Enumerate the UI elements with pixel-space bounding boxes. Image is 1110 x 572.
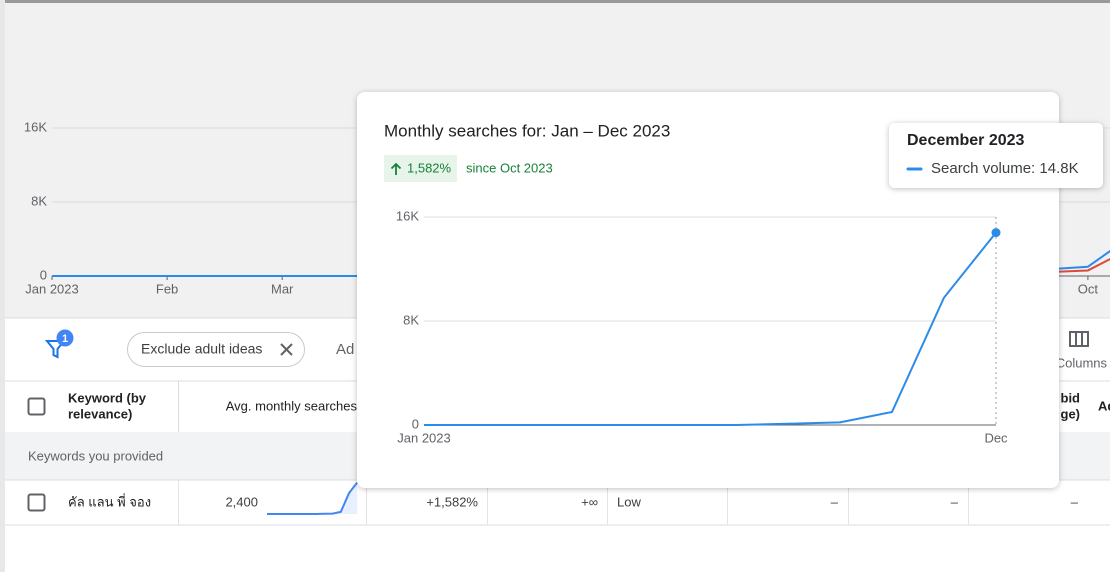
x-tick-label: Mar <box>271 281 294 296</box>
cell: – <box>951 494 959 509</box>
popup: Monthly searches for: Jan – Dec 2023 1,5… <box>357 92 1059 488</box>
x-tick-label: Feb <box>156 281 178 296</box>
cell: +1,582% <box>426 494 478 509</box>
tooltip-title: December 2023 <box>907 132 1025 149</box>
sparkline-line <box>267 481 358 515</box>
checkbox[interactable] <box>27 493 46 512</box>
since: since Oct 2023 <box>466 160 553 175</box>
left-border <box>0 0 5 572</box>
top-border <box>0 0 1110 3</box>
keyword: คัล แลน พี่ จอง <box>68 493 151 509</box>
checkbox[interactable] <box>27 397 46 416</box>
cell: 2,400 <box>225 494 258 509</box>
chip-label: Exclude adult ideas <box>141 341 262 357</box>
y-tick-label: 8K <box>31 193 47 208</box>
chip-close[interactable] <box>280 343 293 356</box>
x-tick-label: Jan 2023 <box>397 430 451 445</box>
popup-card <box>357 92 1059 488</box>
y-tick-label: 0 <box>412 416 419 431</box>
sparkline <box>267 481 358 515</box>
series-line <box>424 231 997 426</box>
tooltip-text: Search volume: 14.8K <box>931 160 1079 177</box>
header: Avg. monthly searches <box>226 398 358 413</box>
cell: Low <box>617 494 641 509</box>
up-arrow <box>390 162 402 175</box>
add-filter[interactable]: Ad <box>336 341 354 358</box>
y-tick-label: 0 <box>40 267 47 282</box>
cell: +∞ <box>581 494 598 509</box>
tooltip-card <box>889 123 1103 188</box>
header: Keyword (by <box>68 390 147 405</box>
header: relevance) <box>68 406 132 421</box>
group-label: Keywords you provided <box>28 448 163 463</box>
columns-icon[interactable] <box>1069 331 1089 347</box>
y-tick-label: 16K <box>396 208 419 223</box>
x-tick-label: Jan 2023 <box>25 281 79 296</box>
popup-title: Monthly searches for: Jan – Dec 2023 <box>384 121 670 140</box>
cell: – <box>1071 494 1079 509</box>
hover-point <box>991 228 1001 238</box>
filter-count: 1 <box>62 333 68 345</box>
change: 1,582% <box>407 160 452 175</box>
x-tick-label: Dec <box>984 430 1008 445</box>
sparkline-area <box>267 482 358 514</box>
y-tick-label: 8K <box>403 312 419 327</box>
cell: – <box>831 494 839 509</box>
y-tick-label: 16K <box>24 119 47 134</box>
header: bid <box>1061 390 1081 405</box>
x-tick-label: Oct <box>1078 281 1099 296</box>
filter-badge <box>56 329 74 347</box>
chip[interactable] <box>127 332 305 367</box>
header: ge) <box>1061 406 1081 421</box>
tooltip: December 2023 Search volume: 14.8K <box>889 123 1103 188</box>
header: Ad <box>1098 398 1110 413</box>
columns-label[interactable]: Columns <box>1056 355 1108 370</box>
